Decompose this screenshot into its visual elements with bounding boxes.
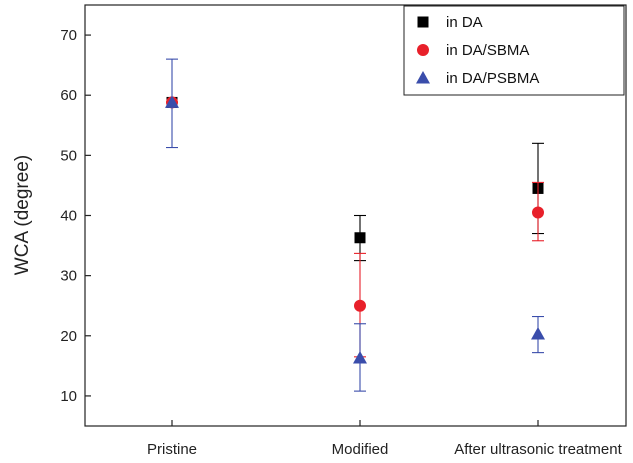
series-circle bbox=[166, 96, 544, 358]
legend-label: in DA bbox=[446, 14, 483, 31]
data-point bbox=[354, 299, 366, 312]
y-tick-label: 40 bbox=[60, 208, 77, 225]
legend-items: in DA in DA/SBMA in DA/PSBMA bbox=[416, 14, 539, 87]
y-axis: 10 20 30 40 50 60 70 bbox=[60, 27, 91, 405]
data-point bbox=[532, 206, 544, 219]
x-tick-label: Modified bbox=[332, 441, 389, 458]
data-point bbox=[353, 351, 367, 364]
data-point bbox=[165, 95, 179, 108]
y-tick-label: 50 bbox=[60, 147, 77, 164]
legend-label: in DA/SBMA bbox=[446, 42, 529, 59]
y-tick-label: 70 bbox=[60, 27, 77, 44]
y-tick-label: 10 bbox=[60, 388, 77, 405]
x-axis: Pristine Modified After ultrasonic treatme… bbox=[147, 420, 623, 458]
legend-label: in DA/PSBMA bbox=[446, 70, 539, 87]
y-tick-label: 30 bbox=[60, 268, 77, 285]
data-point bbox=[531, 326, 545, 340]
legend-marker bbox=[417, 44, 429, 56]
series-layer bbox=[165, 58, 545, 392]
x-tick-label: After ultrasonic treatment bbox=[454, 441, 622, 458]
legend-marker bbox=[416, 71, 430, 84]
y-axis-title: WCA (degree) bbox=[12, 155, 33, 275]
legend-box bbox=[403, 5, 625, 96]
x-tick-label: Pristine bbox=[147, 441, 197, 458]
legend-marker bbox=[417, 16, 429, 28]
series-triangle bbox=[165, 58, 545, 392]
legend: in DA in DA/SBMA in DA/PSBMA bbox=[403, 5, 625, 96]
series-square bbox=[166, 96, 544, 262]
y-tick-label: 20 bbox=[60, 328, 77, 345]
y-tick-label: 60 bbox=[60, 87, 77, 104]
data-point bbox=[354, 232, 366, 244]
